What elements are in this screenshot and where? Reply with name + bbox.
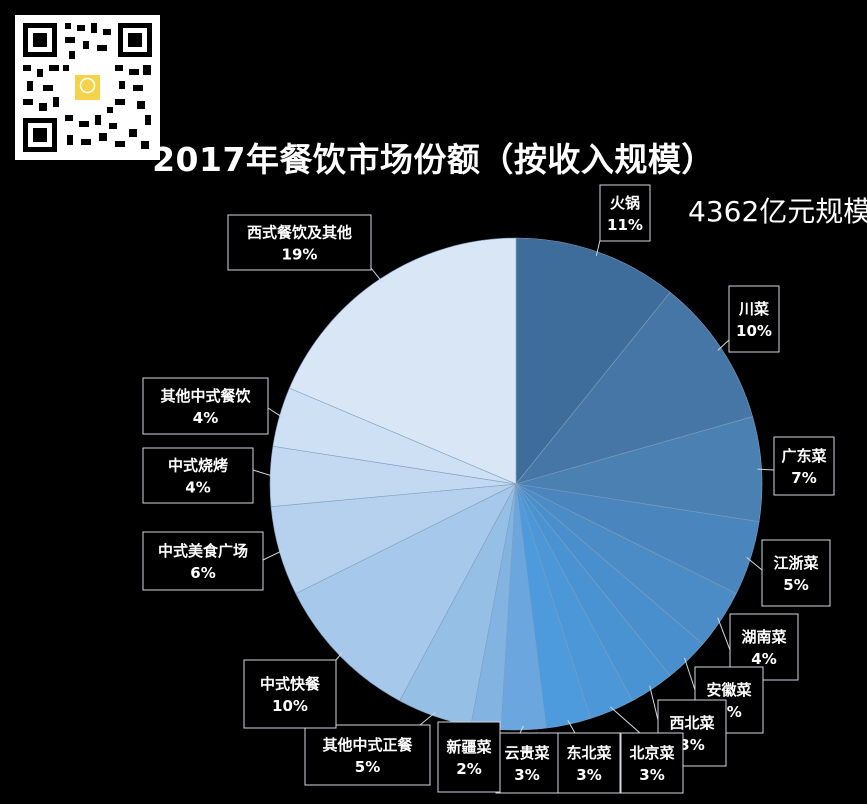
- slice-label-value: 5%: [355, 758, 380, 776]
- slice-label: 北京菜 3%: [620, 732, 684, 794]
- slice-label-name: 火锅: [610, 194, 640, 212]
- slice-label-value: 10%: [272, 697, 308, 715]
- label-box: [773, 436, 835, 496]
- label-box: [728, 285, 780, 353]
- slice-label-name: 其他中式餐饮: [160, 387, 251, 405]
- leader-line: [252, 469, 275, 478]
- slice-label-value: 6%: [190, 564, 215, 582]
- leader-line: [595, 239, 601, 256]
- pie-slice: [515, 291, 753, 485]
- label-box: [142, 447, 254, 504]
- chart-title: 2017年餐饮市场份额（按收入规模）: [152, 140, 715, 179]
- leader-line: [519, 725, 524, 734]
- label-box: [599, 184, 651, 242]
- slice-label-name: 其他中式正餐: [322, 736, 413, 754]
- slice-label-name: 中式烧烤: [168, 457, 228, 475]
- leader-line: [609, 706, 641, 734]
- leader-line: [717, 617, 731, 651]
- label-box: [142, 531, 264, 591]
- label-box: [557, 732, 621, 794]
- slice-label: 西式餐饮及其他 19%: [227, 214, 372, 271]
- slice-label-value: 3%: [576, 766, 601, 784]
- label-box: [761, 539, 831, 607]
- leader-line: [370, 267, 383, 283]
- label-box: [243, 659, 337, 729]
- slice-label-value: 7%: [791, 469, 816, 487]
- slice-label-value: 3%: [639, 766, 664, 784]
- slice-label-name: 川菜: [738, 300, 769, 318]
- leader-line: [567, 720, 576, 734]
- slice-label-value: 19%: [282, 246, 318, 264]
- leader-line: [746, 556, 763, 571]
- slice-label-name: 北京菜: [629, 744, 674, 762]
- slice-label-name: 西式餐饮及其他: [247, 224, 352, 242]
- slice-label: 火锅 11%: [599, 184, 651, 242]
- slice-label-value: 11%: [607, 216, 643, 234]
- leader-line: [335, 652, 343, 661]
- leader-line: [262, 549, 284, 561]
- slice-label-value: 4%: [185, 479, 210, 497]
- slice-label-name: 东北菜: [566, 744, 611, 762]
- slice-label-name: 安徽菜: [706, 681, 751, 699]
- slice-label-value: 3%: [679, 736, 704, 754]
- slice-label: 广东菜 7%: [773, 436, 835, 496]
- slice-label: 东北菜 3%: [557, 732, 621, 794]
- slice-label: 中式烧烤 4%: [142, 447, 254, 504]
- leader-line: [419, 711, 436, 726]
- slice-label-value: 3%: [514, 766, 539, 784]
- slice-label-name: 中式快餐: [260, 675, 321, 693]
- slice-label: 中式美食广场 6%: [142, 531, 264, 591]
- label-box: [227, 214, 372, 271]
- slice-label-name: 江浙菜: [773, 554, 818, 572]
- label-box: [620, 732, 684, 794]
- chart-subtitle: 4362亿元规模: [688, 195, 867, 228]
- leader-line: [683, 657, 696, 691]
- slice-label: 江浙菜 5%: [761, 539, 831, 607]
- slice-label: 其他中式餐饮 4%: [142, 377, 269, 435]
- qr-code-icon: [15, 15, 160, 160]
- label-box: [437, 721, 501, 793]
- slice-label-name: 中式美食广场: [158, 542, 248, 560]
- label-box: [142, 377, 269, 435]
- slice-label: 云贵菜 3%: [495, 732, 559, 794]
- slice-label: 其他中式正餐 5%: [304, 724, 431, 786]
- leader-line: [717, 339, 730, 351]
- slice-label-value: 5%: [783, 576, 808, 594]
- slice-label: 中式快餐 10%: [243, 659, 337, 729]
- slice-label-name: 湖南菜: [741, 628, 786, 646]
- slice-label-value: 4%: [751, 650, 776, 668]
- slice-label-name: 新疆菜: [446, 738, 491, 756]
- leader-line: [267, 407, 284, 419]
- slice-label-value: 2%: [456, 760, 481, 778]
- slice-label: 川菜 10%: [728, 285, 780, 353]
- leader-line: [649, 685, 659, 721]
- label-box: [304, 724, 431, 786]
- label-box: [495, 732, 559, 794]
- leader-line: [757, 468, 775, 471]
- slice-label-value: 10%: [736, 322, 772, 340]
- slice-label-name: 云贵菜: [504, 744, 549, 762]
- slice-label-name: 西北菜: [669, 714, 714, 732]
- slice-label-name: 广东菜: [781, 447, 826, 465]
- slice-label: 新疆菜 2%: [437, 721, 501, 793]
- slice-label-value: 4%: [193, 409, 218, 427]
